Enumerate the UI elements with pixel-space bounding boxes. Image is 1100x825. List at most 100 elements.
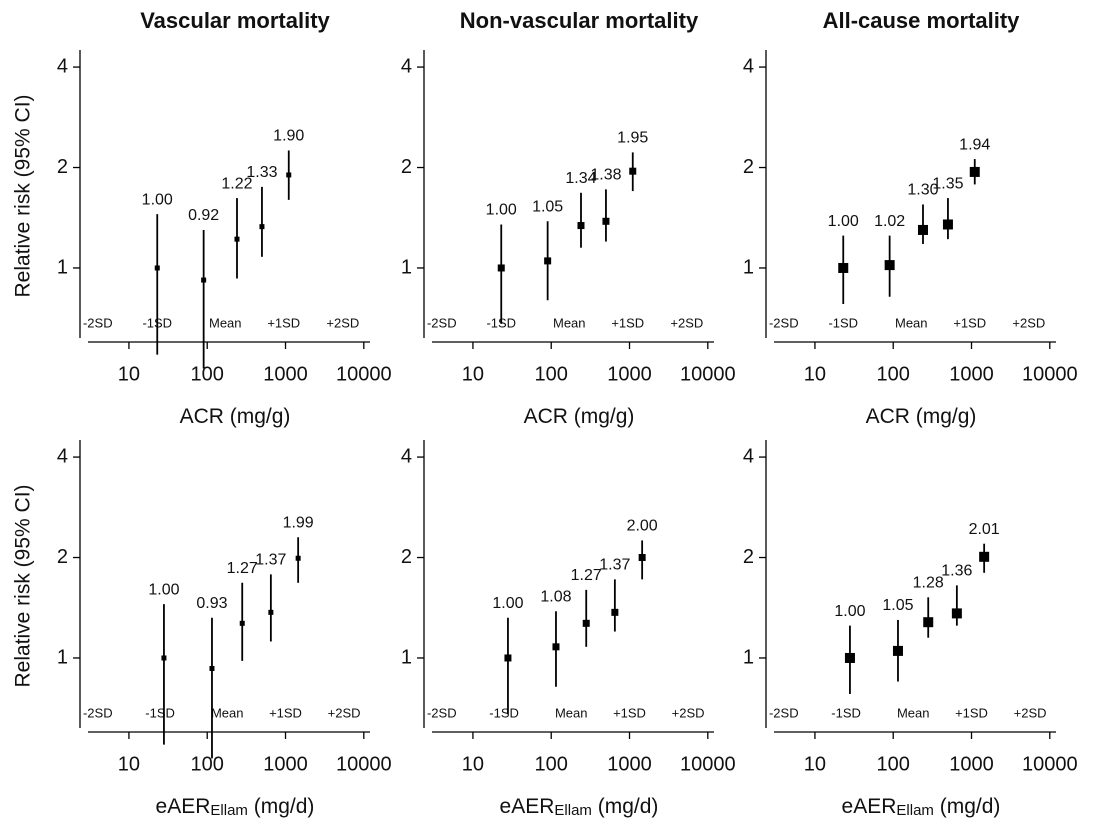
value-label: 1.00 (828, 213, 859, 230)
point (892, 645, 903, 656)
x-axis-label-part: eAER (842, 795, 897, 818)
panel: Relative risk (95% CI) 1 2 4 10 100 1000 10000 e… (12, 440, 392, 819)
panel-title: Non-vascular mortality (460, 8, 699, 33)
x-tick-label: 1000 (949, 753, 994, 775)
value-label: 1.00 (142, 191, 173, 208)
value-label: 1.00 (834, 603, 865, 620)
point (582, 619, 590, 627)
point (268, 609, 274, 615)
sd-label: Mean (553, 315, 586, 330)
panel: All-cause mortality 1 2 4 10 100 1000 10000 ACR … (743, 8, 1078, 428)
value-label: 1.36 (941, 563, 972, 580)
point (295, 555, 301, 561)
point (917, 224, 928, 235)
y-tick-label: 1 (743, 256, 754, 278)
x-tick-label: 10 (804, 753, 826, 775)
value-label: 1.00 (148, 581, 179, 598)
sd-label: +2SD (1014, 705, 1047, 720)
sd-label: -2SD (769, 315, 799, 330)
point (552, 643, 560, 651)
x-tick-label: 10000 (1022, 363, 1078, 385)
value-label: 1.27 (571, 567, 602, 584)
value-label: 0.92 (188, 207, 219, 224)
sd-label: -1SD (489, 705, 519, 720)
value-label: 1.35 (932, 175, 963, 192)
value-label: 1.38 (590, 167, 621, 184)
x-axis-label-part: (mg/d) (248, 795, 315, 818)
y-tick-label: 1 (743, 646, 754, 668)
point (951, 608, 962, 619)
point (577, 222, 585, 230)
sd-label: -1SD (828, 315, 858, 330)
y-axis-label: Relative risk (95% CI) (12, 94, 35, 297)
sd-label: +1SD (955, 705, 988, 720)
value-label: 1.94 (959, 136, 990, 153)
x-tick-label: 10 (118, 363, 140, 385)
sd-label: +1SD (613, 705, 646, 720)
sd-label: -2SD (769, 705, 799, 720)
point (969, 166, 980, 177)
y-tick-label: 1 (57, 256, 68, 278)
point (602, 217, 610, 225)
sd-label: -2SD (427, 315, 457, 330)
value-label: 1.00 (492, 595, 523, 612)
value-label: 1.00 (486, 202, 517, 219)
point (259, 224, 265, 230)
x-axis-label-part: eAER (500, 795, 555, 818)
value-label: 1.33 (246, 164, 277, 181)
y-tick-label: 2 (743, 156, 754, 178)
point (161, 655, 167, 661)
point (497, 264, 505, 272)
x-tick-label: 10000 (336, 363, 392, 385)
value-label: 1.34 (565, 170, 596, 187)
x-axis-label-part: ACR (mg/g) (524, 405, 635, 428)
x-tick-label: 10000 (1022, 753, 1078, 775)
x-axis-label-part: (mg/d) (934, 795, 1001, 818)
value-label: 0.93 (196, 595, 227, 612)
panel: Non-vascular mortality 1 2 4 10 100 1000 10000 A… (401, 8, 736, 428)
x-axis-label-part: eAER (156, 795, 211, 818)
x-tick-label: 1000 (949, 363, 994, 385)
sd-label: Mean (897, 705, 930, 720)
y-tick-label: 1 (57, 646, 68, 668)
y-tick-label: 2 (401, 156, 412, 178)
x-axis-label: eAEREllam (mg/d) (842, 795, 1001, 820)
x-tick-label: 1000 (263, 753, 308, 775)
x-tick-label: 10000 (680, 363, 736, 385)
point (201, 277, 207, 283)
x-tick-label: 10 (804, 363, 826, 385)
y-tick-label: 4 (57, 55, 68, 77)
x-tick-label: 100 (191, 363, 224, 385)
value-label: 1.30 (907, 182, 938, 199)
x-tick-label: 1000 (263, 363, 308, 385)
panel: 1 2 4 10 100 1000 10000 eAEREllam (mg/d) -2SD -1S… (401, 440, 736, 819)
sd-label: Mean (555, 705, 588, 720)
x-axis-label: ACR (mg/g) (524, 405, 635, 428)
sd-label: +1SD (953, 315, 986, 330)
value-label: 1.05 (532, 199, 563, 216)
x-tick-label: 10000 (680, 753, 736, 775)
x-axis-label: ACR (mg/g) (180, 405, 291, 428)
x-tick-label: 10000 (336, 753, 392, 775)
x-tick-label: 100 (877, 753, 910, 775)
point (923, 617, 934, 628)
x-axis-label-part: (mg/d) (592, 795, 659, 818)
x-axis-label-subscript: Ellam (554, 802, 592, 819)
point (239, 620, 245, 626)
point (942, 219, 953, 230)
value-label: 1.90 (273, 128, 304, 145)
value-label: 1.95 (617, 130, 648, 147)
value-label: 2.01 (969, 521, 1000, 538)
sd-label: -2SD (83, 705, 113, 720)
panel: Vascular mortality Relative risk (95% CI)… (12, 8, 392, 428)
y-tick-label: 4 (743, 445, 754, 467)
y-tick-label: 4 (401, 55, 412, 77)
value-label: 1.08 (540, 589, 571, 606)
x-tick-label: 100 (877, 363, 910, 385)
sd-label: +2SD (328, 705, 361, 720)
x-axis-label-part: ACR (mg/g) (180, 405, 291, 428)
panel-title: Vascular mortality (140, 8, 330, 33)
x-axis-label: eAEREllam (mg/d) (156, 795, 315, 820)
sd-label: Mean (895, 315, 928, 330)
x-tick-label: 100 (191, 753, 224, 775)
